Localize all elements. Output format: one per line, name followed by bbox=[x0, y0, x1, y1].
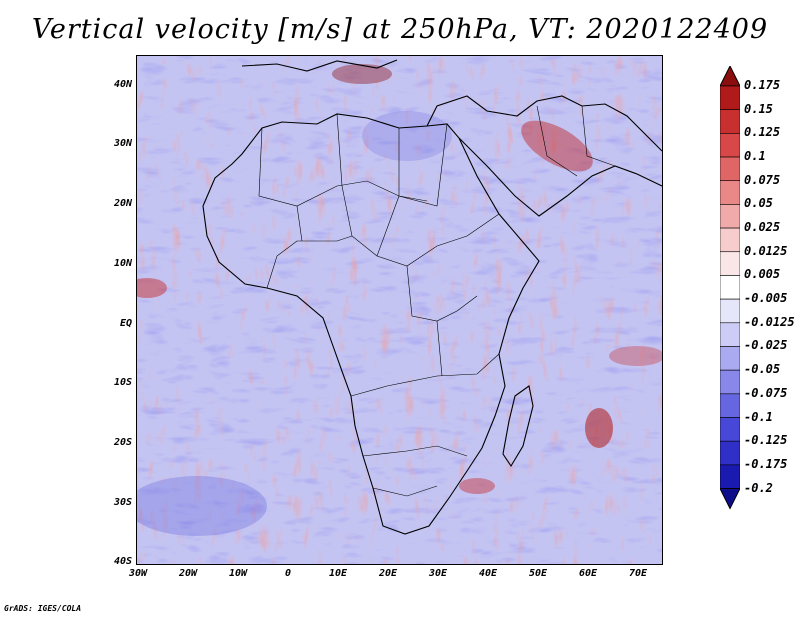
colorbar-label: 0.0125 bbox=[744, 243, 788, 258]
colorbar-segment bbox=[720, 322, 740, 347]
colorbar-segment bbox=[720, 204, 740, 229]
colorbar-segment bbox=[720, 369, 740, 395]
colorbar-segment bbox=[720, 251, 740, 276]
lon-label: 30E bbox=[428, 568, 448, 579]
colorbar-label: 0.025 bbox=[744, 220, 781, 235]
colorbar-segment bbox=[720, 440, 740, 466]
colorbar-segment bbox=[720, 417, 740, 442]
colorbar-segment bbox=[720, 109, 740, 134]
colorbar-segment bbox=[720, 298, 740, 324]
lat-label: 30S bbox=[113, 497, 132, 508]
lat-label: 20N bbox=[113, 198, 132, 209]
colorbar-label: 0.075 bbox=[744, 172, 781, 187]
colorbar-label: 0.005 bbox=[744, 267, 781, 282]
colorbar-label: -0.075 bbox=[744, 385, 788, 400]
colorbar-label: -0.125 bbox=[744, 433, 788, 448]
colorbar-label: -0.2 bbox=[744, 480, 773, 495]
colorbar-segment bbox=[720, 346, 740, 371]
colorbar-label: 0.05 bbox=[744, 196, 773, 211]
lat-label: 10N bbox=[113, 258, 132, 269]
coastlines bbox=[202, 59, 662, 535]
colorbar-label: -0.1 bbox=[744, 409, 773, 424]
map-title: Vertical velocity [m/s] at 250hPa, VT: 2… bbox=[31, 14, 769, 45]
lon-label: 10E bbox=[328, 568, 348, 579]
colorbar-label: -0.0125 bbox=[744, 314, 795, 329]
colorbar-segment bbox=[720, 156, 740, 182]
colorbar-segment bbox=[720, 85, 740, 110]
lon-label: 20W bbox=[178, 568, 198, 579]
colorbar-label: -0.05 bbox=[744, 362, 781, 377]
lon-label: 60E bbox=[578, 568, 598, 579]
lat-label: 30N bbox=[113, 138, 132, 149]
lon-label: 30W bbox=[128, 568, 148, 579]
colorbar-bottom-triangle bbox=[720, 488, 740, 510]
colorbar-segment bbox=[720, 133, 740, 158]
lon-label: 50E bbox=[528, 568, 548, 579]
borders bbox=[258, 105, 616, 497]
colorbar-segment bbox=[720, 180, 740, 205]
colorbar-segment bbox=[720, 464, 740, 489]
lat-label: 20S bbox=[113, 437, 132, 448]
lat-label: 10S bbox=[113, 377, 132, 388]
colorbar-label: 0.125 bbox=[744, 125, 781, 140]
colorbar-segment bbox=[720, 275, 740, 300]
colorbar-label: 0.15 bbox=[744, 101, 773, 116]
grads-credit: GrADS: IGES/COLA bbox=[4, 604, 82, 613]
map-plot-area bbox=[136, 55, 663, 565]
colorbar-top-triangle bbox=[720, 66, 740, 87]
lon-label: 10W bbox=[228, 568, 248, 579]
lat-label: EQ bbox=[119, 318, 132, 329]
colorbar-label: 0.175 bbox=[744, 78, 781, 92]
lon-label: 0 bbox=[284, 568, 292, 579]
lon-label: 40E bbox=[478, 568, 498, 579]
lon-label: 20E bbox=[378, 568, 398, 579]
colorbar-label: 0.1 bbox=[744, 149, 766, 164]
colorbar-label: -0.025 bbox=[744, 338, 788, 353]
lat-label: 40N bbox=[113, 79, 132, 90]
colorbar-segment bbox=[720, 393, 740, 418]
vertical-velocity-field bbox=[137, 56, 662, 564]
colorbar-segment bbox=[720, 227, 740, 253]
lat-label: 40S bbox=[113, 556, 132, 567]
colorbar-label: -0.175 bbox=[744, 456, 788, 471]
colorbar bbox=[720, 66, 740, 510]
colorbar-label: -0.005 bbox=[744, 291, 788, 306]
lon-label: 70E bbox=[628, 568, 648, 579]
